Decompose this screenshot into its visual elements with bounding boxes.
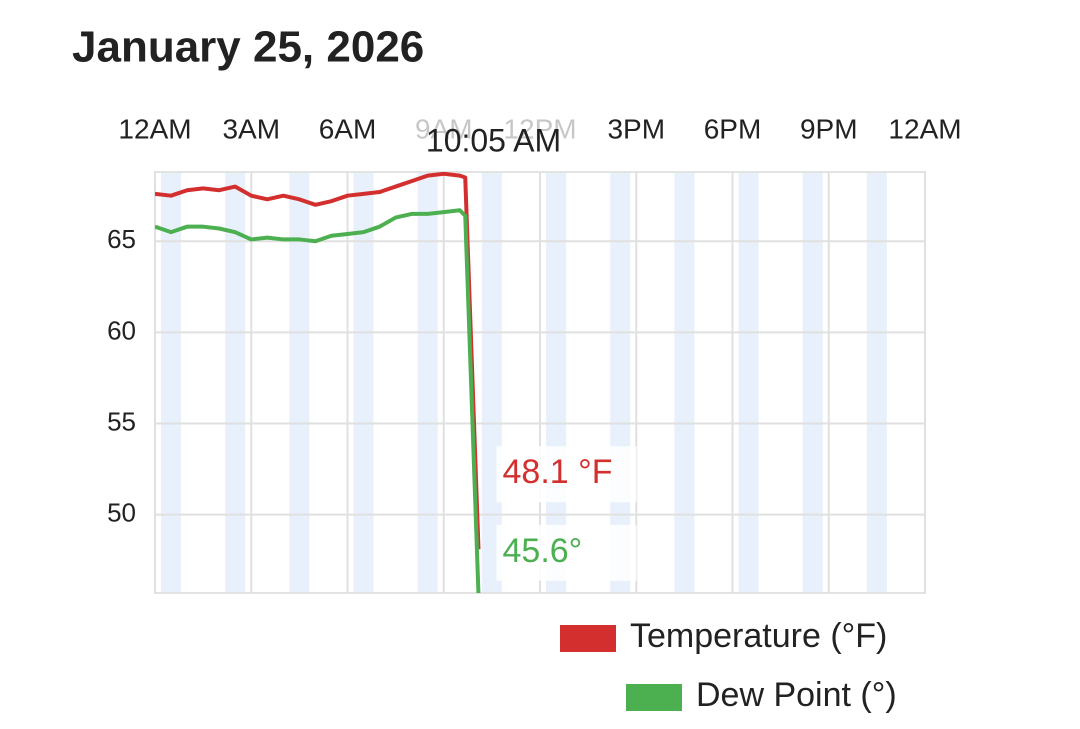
legend-label: Dew Point (°) [696,676,897,714]
legend-label: Temperature (°F) [630,617,887,655]
hour-band [161,172,182,593]
x-tick-label: 3PM [607,113,665,144]
series-line [155,208,481,593]
legend-swatch [626,684,682,711]
hour-band [353,172,374,593]
y-tick-label: 50 [107,498,136,528]
tooltip-value: 45.6° [503,532,583,570]
x-tick-label: 9PM [800,113,858,144]
hour-band [289,172,310,593]
y-tick-label: 60 [107,315,136,345]
tooltip-bg [408,112,579,170]
series-line [155,172,481,550]
legend-swatch [560,625,616,652]
hour-band [802,172,823,593]
tooltip-label-bg [496,524,637,581]
hour-band [866,172,887,593]
tooltip-value: 48.1 °F [503,453,613,491]
x-tick-label: 12AM [888,113,961,144]
hour-band [738,172,759,593]
y-tick-label: 55 [107,406,136,436]
tooltip-time: 10:05 AM [426,122,561,158]
chart-title: January 25, 2026 [72,23,424,72]
hour-band [225,172,246,593]
x-tick-label: 3AM [222,113,280,144]
hour-band [417,172,438,593]
x-tick-label: 6AM [319,113,377,144]
x-tick-label: 12AM [118,113,191,144]
y-tick-label: 65 [107,224,136,254]
tooltip-label-bg [496,446,637,503]
x-tick-label: 6PM [704,113,762,144]
hour-band [674,172,695,593]
